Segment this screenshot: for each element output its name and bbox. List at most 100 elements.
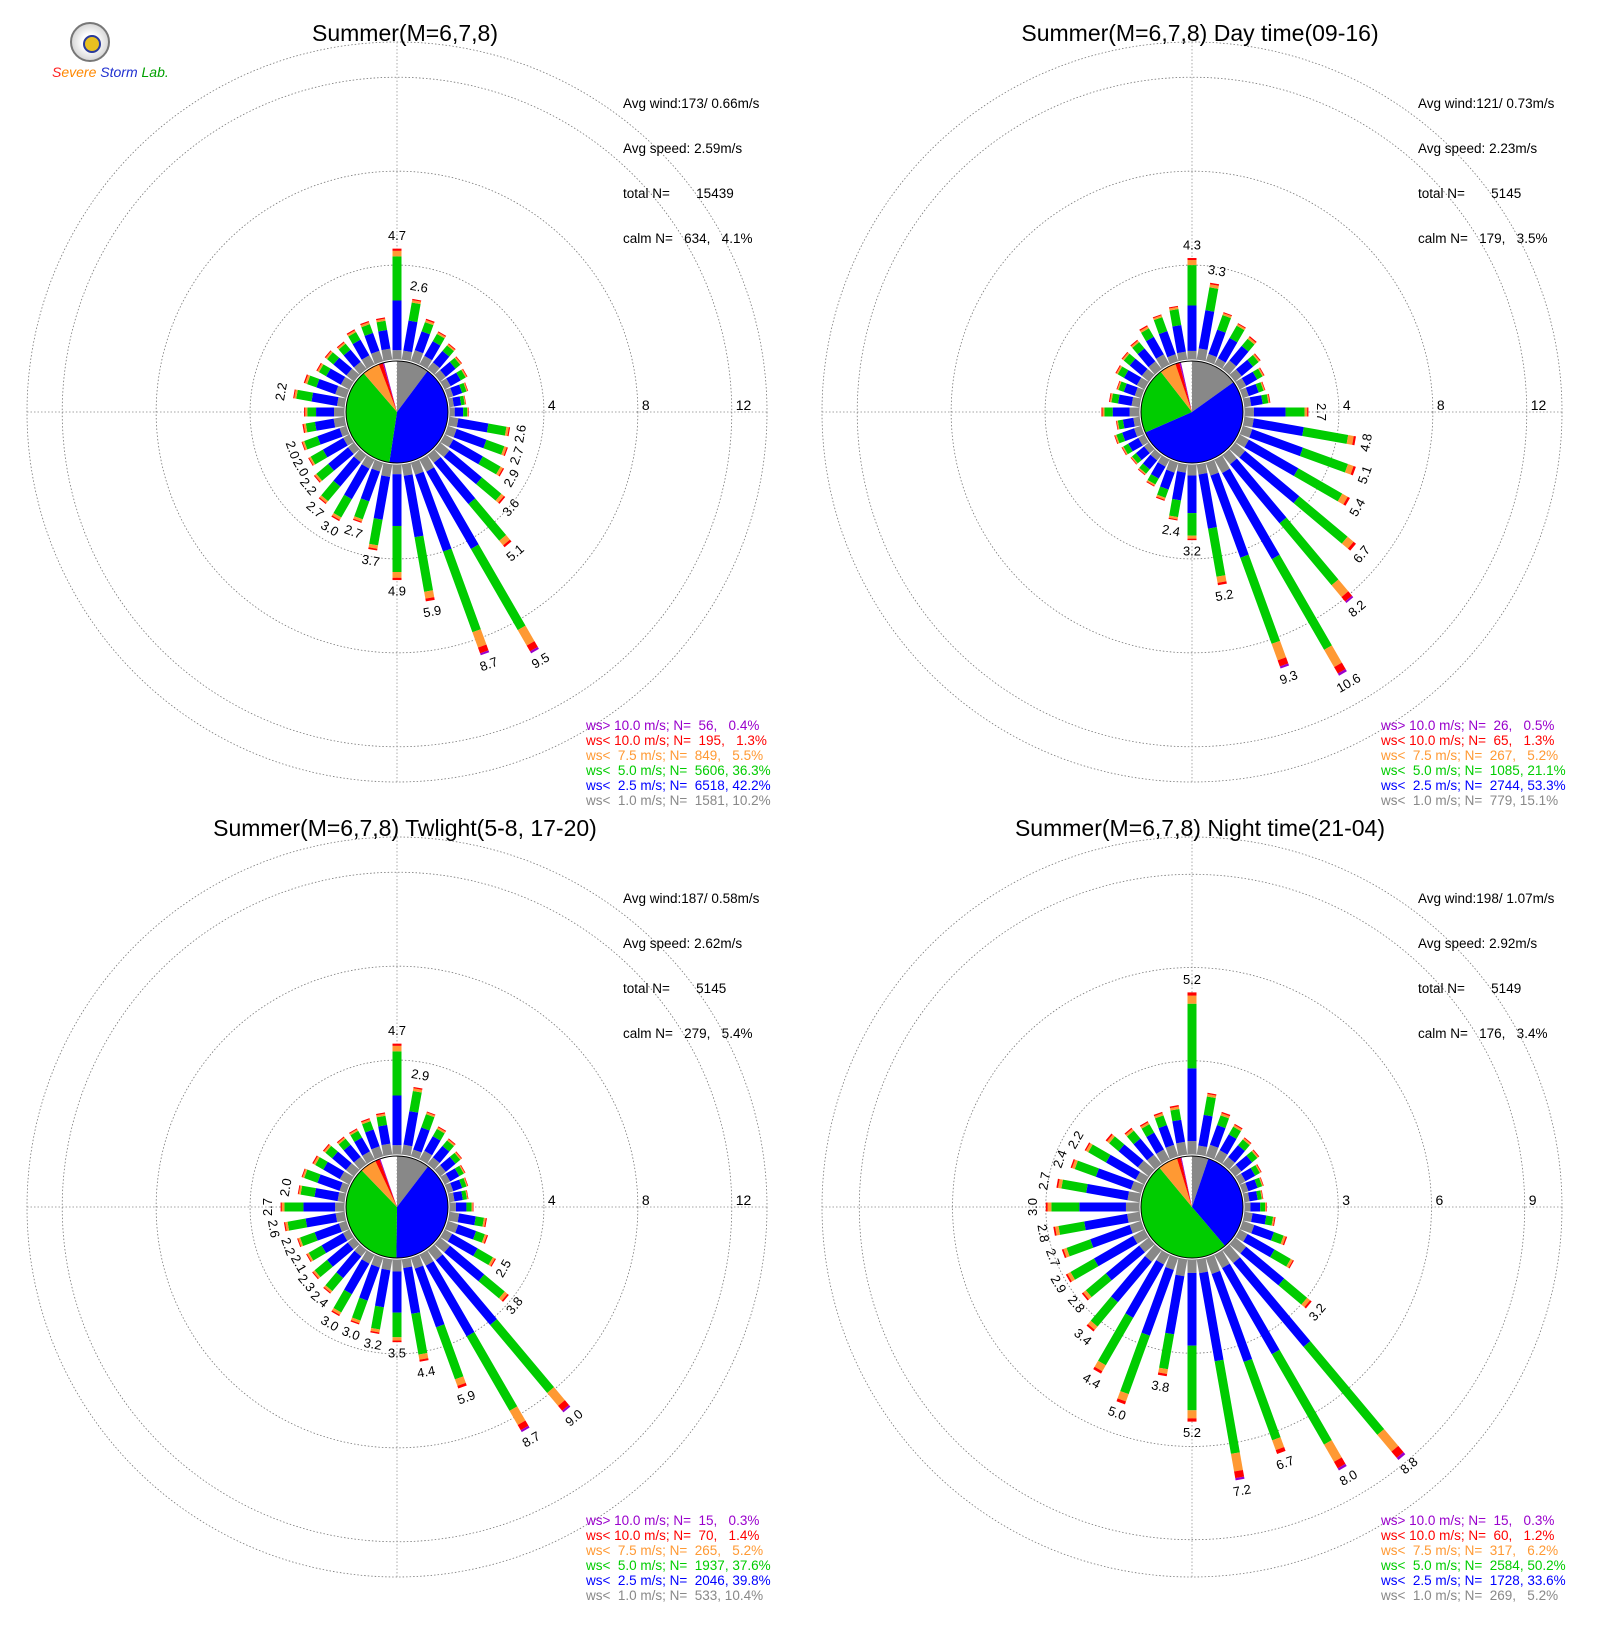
calm-n-line: calm N= 176, 3.4% [1418, 1026, 1548, 1041]
bar-segment [361, 1119, 371, 1125]
bar-segment [1377, 1429, 1399, 1452]
bar-segment [1239, 450, 1300, 504]
wind-bar [1121, 434, 1149, 456]
bar-segment [425, 1112, 436, 1118]
bar-segment [312, 1155, 318, 1164]
wind-rose-panel-night: 3 6 9 5.2 3.2 8.8 8.0 6.7 7.2 5.2 3.8 5.0 4.4 3.4 2.8 2… [795, 795, 1605, 1615]
wind-bar [376, 1112, 393, 1156]
bar-segment [1130, 1181, 1144, 1194]
pie-slice [1192, 1156, 1209, 1207]
bar-segment [303, 423, 308, 433]
wind-rose-panel-all: 4 8 12 4.7 2.6 2.6 2.7 2.9 3.6 5.1 9.5 8.7 5.9 4.9 3.7… [0, 0, 810, 820]
bar-segment [310, 449, 328, 465]
bar-segment [1132, 342, 1145, 355]
wind-bar [419, 331, 447, 369]
bar-segment [445, 425, 457, 438]
pie-outline [345, 1155, 449, 1259]
bar-segment [1350, 466, 1356, 476]
bar-total-label: 3.0 [340, 1323, 362, 1343]
wind-bar [434, 442, 506, 504]
bar-segment [455, 1202, 467, 1212]
bar-segment [466, 1202, 472, 1212]
bar-segment [1337, 669, 1347, 676]
avg-wind-line: Avg wind:173/ 0.66m/s [623, 96, 760, 111]
bar-segment [1253, 407, 1286, 417]
bar-segment [1124, 1127, 1133, 1135]
bar-segment [1217, 581, 1227, 586]
bar-segment [1245, 407, 1254, 417]
bar-segment [1122, 428, 1138, 442]
bar-segment [349, 1129, 359, 1136]
bar-segment [436, 1127, 446, 1134]
bar-segment [1130, 339, 1138, 347]
bar-segment [354, 498, 370, 520]
bar-segment [1140, 1122, 1150, 1129]
bar-segment [530, 646, 539, 654]
bar-segment [318, 364, 331, 377]
bar-segment [364, 332, 380, 354]
bar-segment [503, 539, 512, 548]
bar-segment [1214, 358, 1226, 369]
bar-segment [410, 1149, 422, 1159]
bar-segment [456, 418, 489, 433]
wind-bar [1243, 393, 1271, 408]
bar-segment [1168, 517, 1178, 521]
bar-segment [1235, 378, 1247, 390]
legend-row: ws< 2.5 m/s; N= 1728, 33.6% [1381, 1573, 1566, 1588]
bar-segment [1234, 1469, 1245, 1479]
wind-bar [1243, 416, 1356, 446]
bar-segment [314, 418, 336, 431]
bar-segment [1142, 454, 1158, 470]
bar-segment [1123, 370, 1142, 386]
bar-segment [1277, 657, 1289, 667]
bar-segment [1085, 1143, 1093, 1153]
bar-segment [1165, 1144, 1179, 1159]
bar-segment [1214, 455, 1230, 474]
wind-bar [1065, 1229, 1149, 1283]
bar-segment [343, 434, 354, 446]
bar-segment [328, 447, 354, 471]
bar-segment [1111, 393, 1120, 404]
wind-bar [283, 1211, 346, 1232]
bar-segment [1250, 1165, 1260, 1176]
bar-segment [1116, 432, 1126, 444]
bar-segment [1229, 442, 1246, 458]
pie-outline [345, 360, 449, 464]
legend-row: ws< 5.0 m/s; N= 1937, 37.6% [586, 1558, 771, 1573]
bar-segment [1205, 1144, 1219, 1159]
wind-bar [1240, 425, 1356, 476]
bar-segment [1233, 1124, 1242, 1132]
wind-bar [392, 465, 402, 581]
bar-segment [1169, 1106, 1180, 1111]
bar-segment [321, 1233, 348, 1254]
bar-segment [307, 407, 317, 417]
bar-total-label: 2.7 [342, 522, 364, 542]
legend-row: ws> 10.0 m/s; N= 15, 0.3% [1381, 1513, 1555, 1528]
bar-segment [1352, 435, 1356, 446]
bar-segment [445, 1220, 459, 1233]
bar-segment [294, 389, 298, 399]
bar-segment [448, 1138, 456, 1145]
pie-slice [397, 1156, 429, 1207]
bar-segment [1196, 463, 1208, 475]
bar-segment [332, 512, 342, 520]
bar-segment [1240, 425, 1253, 438]
bar-segment [403, 474, 424, 538]
bar-segment [547, 1387, 565, 1406]
bar-segment [460, 1164, 466, 1174]
bar-segment [463, 395, 466, 405]
bar-segment [448, 1192, 455, 1203]
bar-segment [1157, 1372, 1168, 1377]
bar-total-label: 4.4 [416, 1363, 436, 1381]
wind-bar [1235, 1229, 1294, 1269]
bar-segment [331, 1310, 340, 1317]
bar-segment [1341, 536, 1354, 549]
bar-segment [392, 1145, 402, 1154]
bar-segment [1254, 353, 1261, 361]
bar-segment [454, 1151, 462, 1160]
bar-segment [445, 1168, 460, 1182]
bar-segment [447, 344, 456, 352]
speed-legend: ws> 10.0 m/s; N= 15, 0.3% ws< 10.0 m/s; N… [586, 1513, 771, 1603]
legend-row: ws< 10.0 m/s; N= 70, 1.4% [586, 1528, 760, 1543]
bar-segment [337, 1137, 346, 1145]
